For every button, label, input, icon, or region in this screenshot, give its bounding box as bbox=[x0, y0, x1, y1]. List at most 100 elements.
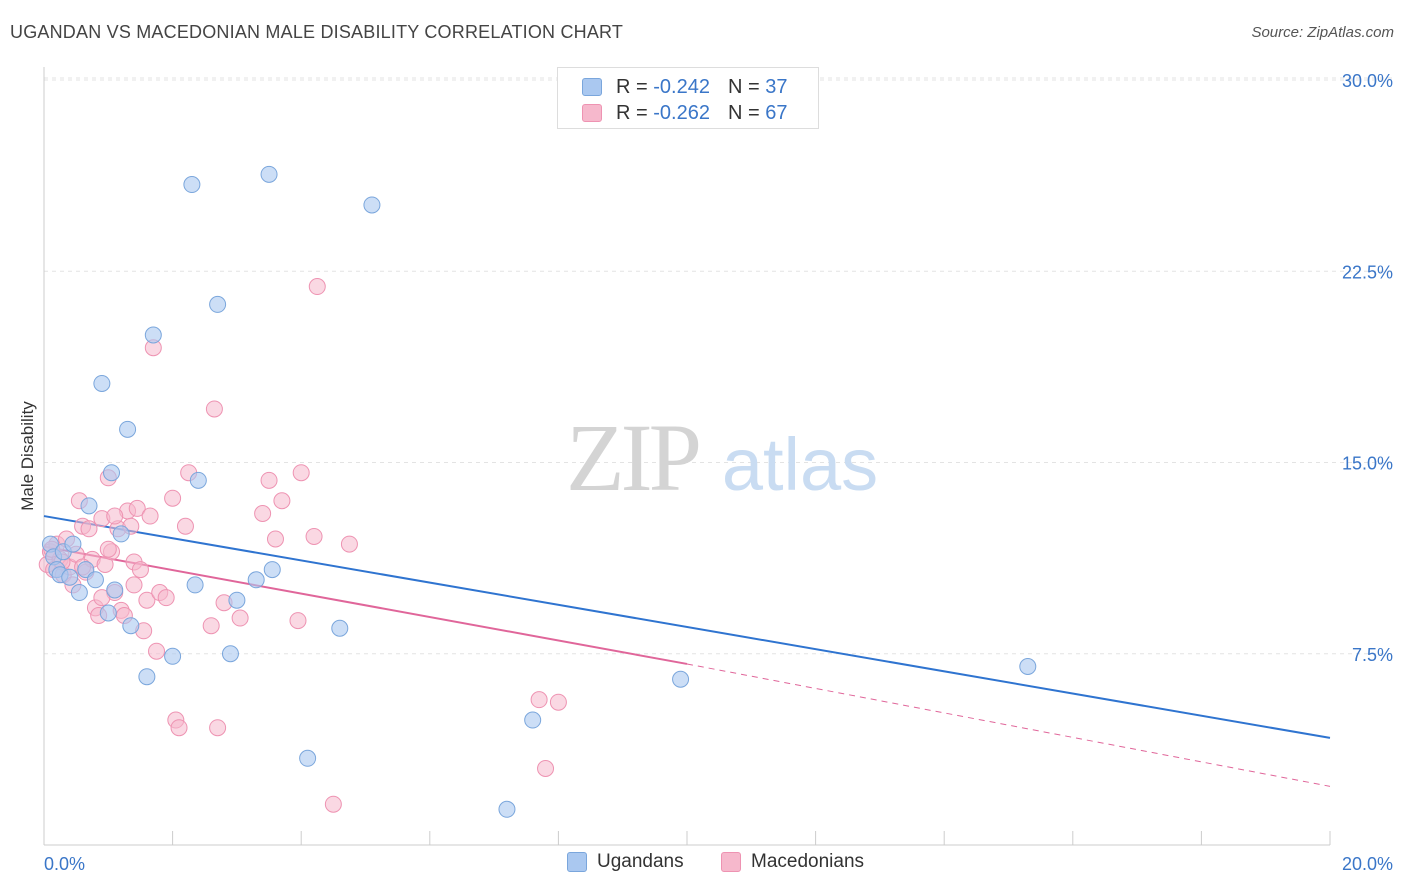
ugandans-point bbox=[189, 471, 207, 489]
y-tick-label: 30.0% bbox=[1342, 71, 1393, 91]
macedonians-point bbox=[340, 535, 358, 553]
correlation-legend: R = -0.242 N = 37 R = -0.262 N = 67 bbox=[557, 67, 819, 129]
ugandans-point bbox=[86, 571, 104, 589]
macedonians-point bbox=[138, 591, 156, 609]
y-axis-label: Male Disability bbox=[18, 401, 37, 511]
macedonians-point bbox=[170, 719, 188, 737]
macedonians-point bbox=[209, 719, 227, 737]
macedonians-points bbox=[38, 278, 567, 813]
macedonians-point bbox=[106, 507, 124, 525]
ugandans-point bbox=[299, 749, 317, 767]
ugandans-point bbox=[64, 535, 82, 553]
macedonians-point bbox=[289, 612, 307, 630]
macedonians-point bbox=[537, 760, 555, 777]
ugandans-point bbox=[103, 464, 121, 482]
ugandans-point bbox=[1019, 658, 1037, 675]
ugandans-point bbox=[260, 165, 278, 183]
macedonians-point bbox=[80, 520, 98, 538]
y-tick-label: 7.5% bbox=[1352, 645, 1393, 665]
ugandans-point bbox=[209, 295, 227, 313]
macedonians-trend-line bbox=[43, 545, 688, 665]
ugandans-point bbox=[247, 571, 265, 589]
ugandans-point bbox=[221, 645, 239, 663]
ugandans-point bbox=[99, 604, 117, 622]
macedonians-point bbox=[176, 517, 194, 535]
ugandans-legend-swatch bbox=[567, 852, 587, 872]
ugandans-point bbox=[228, 591, 246, 609]
ugandans-swatch bbox=[582, 78, 602, 96]
macedonians-point bbox=[128, 499, 146, 517]
macedonians-point bbox=[530, 691, 548, 709]
tick-labels: 7.5% 15.0% 22.5% 30.0% 0.0% 20.0% bbox=[44, 71, 1393, 874]
macedonians-swatch bbox=[582, 104, 602, 122]
macedonians-point bbox=[549, 693, 567, 711]
ugandans-point bbox=[138, 668, 156, 686]
trend-lines bbox=[43, 515, 1331, 787]
x-tick-label-max: 20.0% bbox=[1342, 854, 1393, 874]
ugandans-point bbox=[524, 711, 542, 729]
grid-lines bbox=[44, 77, 1395, 655]
macedonians-point bbox=[202, 617, 220, 635]
ugandans-point bbox=[70, 584, 88, 602]
chart-title: UGANDAN VS MACEDONIAN MALE DISABILITY CO… bbox=[10, 22, 624, 42]
legend-r-label: R = bbox=[616, 75, 648, 98]
ugandans-point bbox=[61, 568, 79, 586]
ugandans-point bbox=[183, 176, 201, 194]
ugandans-point bbox=[164, 647, 182, 665]
watermark-atlas: atlas bbox=[722, 423, 878, 506]
legend-n-value: 37 bbox=[765, 75, 788, 98]
ugandans-legend-label: Ugandans bbox=[597, 851, 684, 872]
macedonians-point bbox=[164, 489, 182, 507]
macedonians-point bbox=[231, 609, 249, 627]
macedonians-point bbox=[148, 642, 166, 660]
legend-row-ugandans: R = -0.242 N = 37 bbox=[582, 75, 787, 99]
macedonians-legend-swatch bbox=[721, 852, 741, 872]
source-label: Source: ZipAtlas.com bbox=[1251, 24, 1394, 41]
macedonians-point bbox=[273, 492, 291, 510]
legend-r-value: -0.242 bbox=[653, 75, 710, 98]
macedonians-point bbox=[292, 464, 310, 482]
ugandans-point bbox=[144, 326, 162, 344]
macedonians-point bbox=[93, 589, 111, 607]
ugandans-point bbox=[119, 420, 137, 438]
macedonians-point bbox=[141, 507, 159, 525]
macedonians-point bbox=[308, 278, 326, 296]
macedonians-point bbox=[260, 471, 278, 489]
ugandans-point bbox=[186, 576, 204, 594]
macedonians-point bbox=[99, 540, 117, 558]
watermark-zip: ZIP bbox=[566, 404, 699, 511]
ugandans-point bbox=[80, 497, 98, 515]
ugandans-point bbox=[363, 196, 381, 214]
legend-item-ugandans[interactable]: Ugandans bbox=[567, 851, 684, 873]
macedonians-point bbox=[125, 576, 143, 594]
ugandans-point bbox=[122, 617, 140, 635]
legend-r-value: -0.262 bbox=[653, 101, 710, 124]
ugandans-point bbox=[112, 525, 130, 543]
macedonians-point bbox=[157, 589, 175, 607]
legend-r-label: R = bbox=[616, 101, 648, 124]
y-tick-label: 15.0% bbox=[1342, 454, 1393, 474]
ugandans-point bbox=[331, 619, 349, 637]
ugandans-trend-line bbox=[43, 515, 1331, 739]
series-legend: Ugandans Macedonians bbox=[0, 851, 1406, 877]
axes bbox=[43, 67, 1331, 846]
x-tick-label-min: 0.0% bbox=[44, 854, 85, 874]
macedonians-point bbox=[305, 527, 323, 545]
macedonians-point bbox=[324, 795, 342, 813]
ugandans-point bbox=[106, 581, 124, 599]
macedonians-point bbox=[266, 530, 284, 548]
legend-n-label: N = bbox=[727, 101, 760, 124]
ugandans-point bbox=[93, 374, 111, 392]
legend-n-value: 67 bbox=[765, 101, 788, 124]
y-tick-label: 22.5% bbox=[1342, 262, 1393, 282]
legend-n-label: N = bbox=[727, 75, 760, 98]
ugandans-point bbox=[672, 670, 690, 688]
macedonians-point bbox=[205, 400, 223, 418]
macedonians-point bbox=[254, 505, 272, 522]
legend-row-macedonians: R = -0.262 N = 67 bbox=[582, 101, 787, 125]
ugandans-point bbox=[498, 800, 516, 818]
legend-item-macedonians[interactable]: Macedonians bbox=[721, 851, 864, 873]
macedonians-point bbox=[131, 561, 149, 579]
ugandans-points bbox=[41, 165, 1037, 818]
